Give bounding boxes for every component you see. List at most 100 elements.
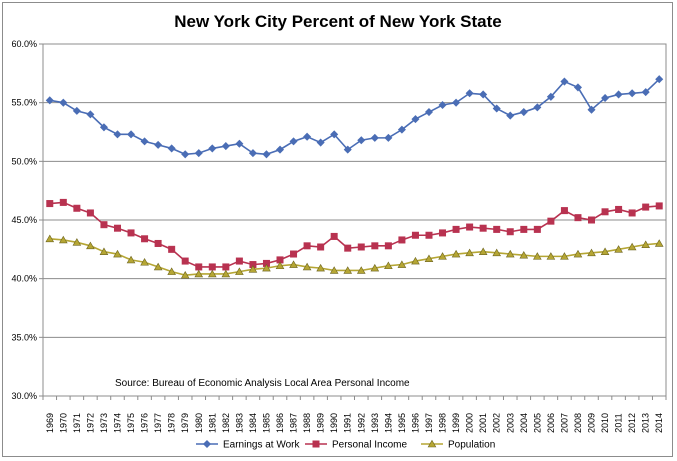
data-point-population — [573, 249, 583, 258]
chart-title: New York City Percent of New York State — [174, 12, 502, 31]
x-tick-label: 2005 — [532, 413, 542, 433]
data-point-population — [641, 240, 651, 248]
data-point-personal-income — [141, 235, 149, 243]
data-point-earnings-at-work — [59, 98, 68, 107]
data-point-earnings-at-work — [533, 103, 542, 112]
data-point-earnings-at-work — [397, 125, 406, 134]
data-point-earnings-at-work — [154, 140, 163, 149]
data-point-population — [316, 263, 325, 272]
x-tick-label: 1971 — [72, 413, 82, 433]
x-tick-label: 1982 — [221, 413, 231, 433]
data-point-population — [194, 269, 204, 278]
data-point-earnings-at-work — [411, 115, 420, 124]
data-point-population — [384, 261, 393, 270]
data-point-population — [587, 248, 596, 257]
data-point-population — [519, 250, 529, 259]
data-point-personal-income — [547, 217, 555, 225]
x-tick-label: 1985 — [261, 413, 271, 433]
data-point-population — [614, 245, 623, 253]
data-point-earnings-at-work — [127, 130, 136, 139]
data-point-earnings-at-work — [113, 130, 122, 139]
series-line-personal-income — [49, 201, 660, 268]
x-tick-label: 1999 — [451, 413, 461, 433]
data-point-population — [546, 252, 556, 260]
x-tick-label: 2013 — [641, 413, 651, 433]
data-point-personal-income — [222, 263, 230, 271]
data-point-earnings-at-work — [628, 89, 637, 98]
data-point-earnings-at-work — [452, 98, 461, 107]
data-point-earnings-at-work — [208, 144, 217, 153]
data-point-population — [492, 248, 502, 257]
data-point-earnings-at-work — [465, 89, 474, 98]
x-tick-label: 1979 — [180, 413, 190, 433]
x-tick-label: 1989 — [316, 413, 326, 433]
data-point-population — [465, 248, 474, 257]
legend-marker — [312, 440, 320, 448]
data-point-personal-income — [439, 229, 447, 237]
x-tick-label: 1984 — [248, 413, 258, 433]
data-point-earnings-at-work — [262, 150, 271, 159]
data-point-earnings-at-work — [289, 137, 298, 146]
source-annotation: Source: Bureau of Economic Analysis Loca… — [115, 378, 410, 389]
data-point-earnings-at-work — [45, 96, 54, 105]
data-point-population — [275, 261, 285, 270]
x-tick-label: 1988 — [302, 413, 312, 433]
data-point-population — [58, 235, 68, 244]
data-point-earnings-at-work — [275, 145, 285, 154]
data-point-population — [99, 247, 109, 255]
data-point-personal-income — [615, 205, 623, 213]
data-point-personal-income — [506, 228, 514, 236]
data-point-personal-income — [235, 257, 243, 265]
series-line-earnings-at-work — [49, 78, 660, 156]
data-point-personal-income — [168, 245, 176, 253]
data-point-personal-income — [371, 242, 379, 250]
data-point-personal-income — [642, 203, 650, 211]
data-point-population — [86, 241, 95, 250]
data-point-population — [72, 238, 82, 246]
data-point-population — [560, 252, 569, 260]
data-point-earnings-at-work — [181, 150, 190, 159]
data-point-earnings-at-work — [560, 77, 569, 86]
data-point-personal-income — [113, 224, 121, 232]
data-point-personal-income — [303, 242, 311, 250]
data-point-personal-income — [195, 263, 203, 271]
series-line-population — [49, 237, 660, 276]
data-point-population — [397, 260, 407, 268]
data-point-population — [140, 258, 149, 266]
data-point-earnings-at-work — [86, 110, 95, 119]
data-point-personal-income — [208, 263, 216, 271]
y-tick-label: 40.0% — [11, 274, 37, 284]
data-point-personal-income — [560, 207, 568, 215]
data-point-earnings-at-work — [221, 142, 230, 151]
y-tick-label: 45.0% — [11, 215, 37, 225]
data-point-population — [221, 269, 231, 278]
legend-label: Earnings at Work — [223, 440, 301, 451]
data-point-personal-income — [398, 236, 406, 244]
data-point-earnings-at-work — [438, 100, 447, 110]
data-point-population — [411, 256, 420, 265]
data-point-personal-income — [601, 208, 609, 216]
data-point-personal-income — [154, 239, 162, 247]
x-tick-label: 2009 — [587, 413, 597, 433]
data-point-population — [505, 249, 515, 258]
data-point-population — [478, 247, 488, 255]
data-point-personal-income — [290, 250, 298, 258]
x-tick-label: 1996 — [410, 413, 420, 433]
data-point-earnings-at-work — [384, 133, 393, 142]
legend-item-population: Population — [421, 440, 495, 451]
data-point-personal-income — [181, 257, 189, 265]
x-tick-label: 1992 — [356, 413, 366, 433]
data-point-personal-income — [330, 232, 338, 240]
data-point-personal-income — [520, 225, 528, 233]
data-point-earnings-at-work — [248, 149, 257, 158]
data-point-personal-income — [59, 198, 67, 206]
data-point-earnings-at-work — [343, 145, 352, 154]
x-tick-label: 2002 — [492, 413, 502, 433]
data-point-personal-income — [466, 223, 474, 231]
data-point-personal-income — [452, 225, 460, 233]
x-tick-label: 2012 — [627, 413, 637, 433]
y-axis-ticks: 30.0% 35.0% 40.0% 45.0% 50.0% 55.0% 60.0% — [11, 39, 43, 401]
y-tick-label: 35.0% — [11, 332, 37, 342]
x-tick-label: 1995 — [397, 413, 407, 433]
